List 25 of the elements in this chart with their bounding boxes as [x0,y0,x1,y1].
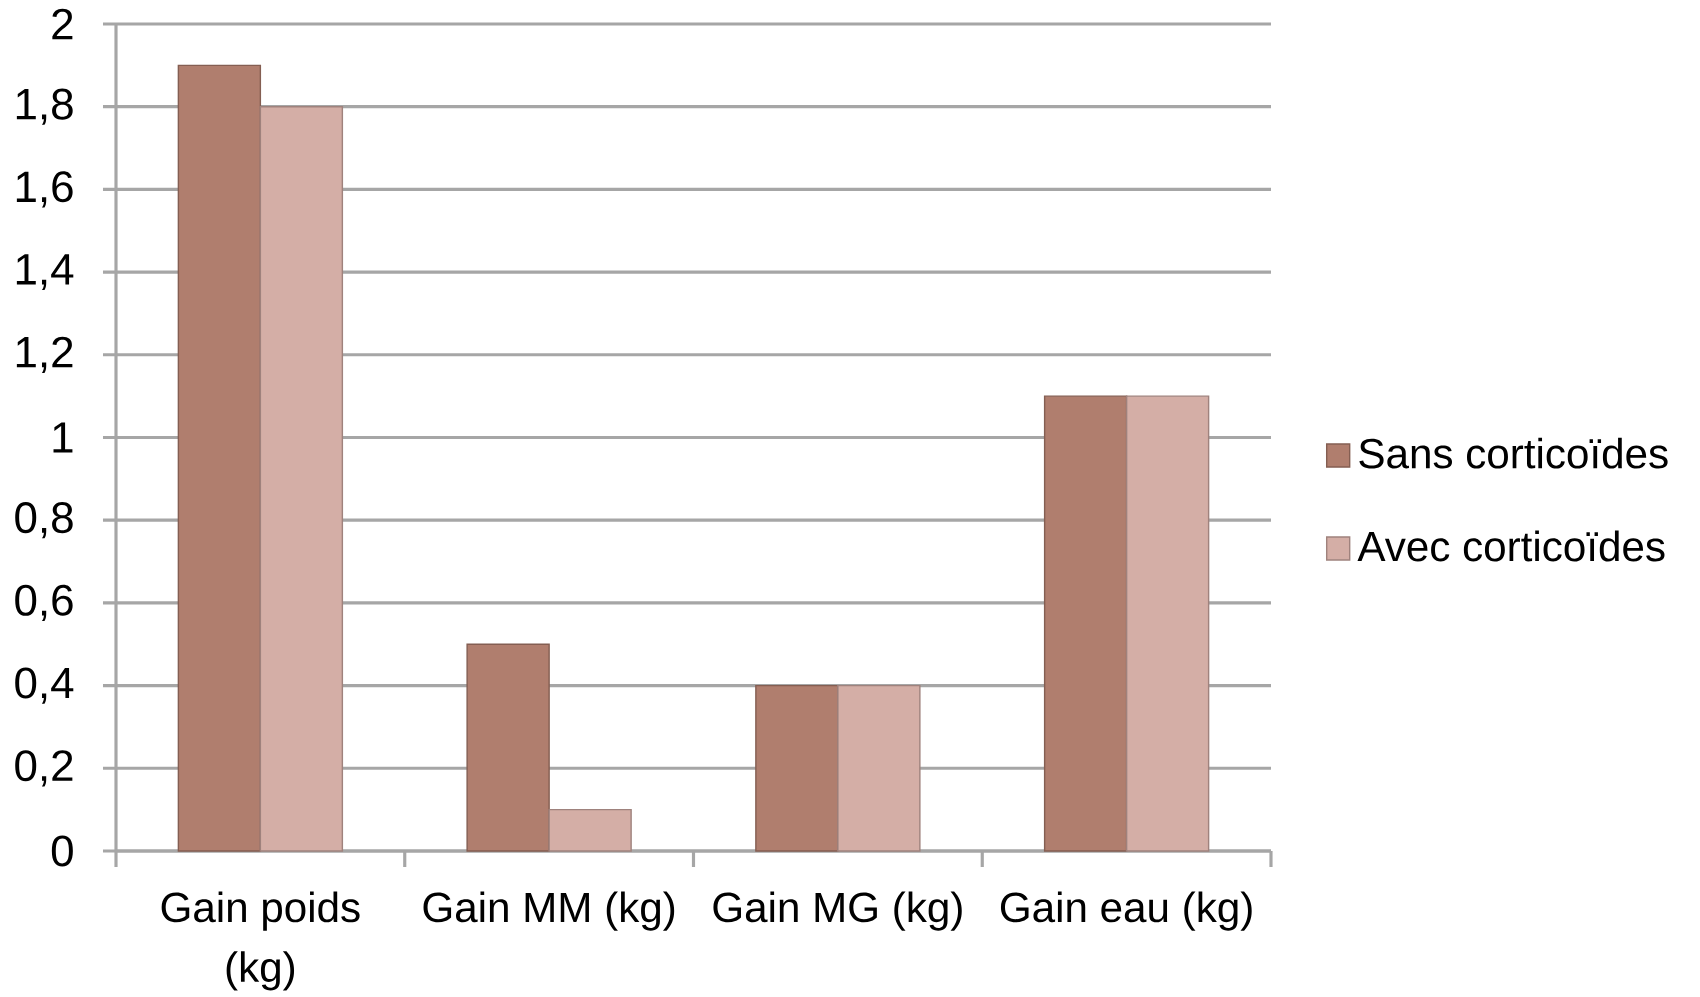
y-tick-label: 1,8 [16,88,73,125]
y-tick-label: 0,6 [15,584,73,622]
bar [259,105,344,852]
bar [1043,395,1128,852]
x-tick-label: Gain eau (kg) [1000,891,1252,931]
y-tick-label: 0,2 [15,750,73,787]
y-tick-label: 1,2 [16,336,73,373]
bar [1125,395,1210,852]
legend-label: Sans corticoïdes [1359,437,1668,469]
y-tick-label: 1 [53,422,73,453]
x-tick-label: Gain MG (kg) [713,891,962,931]
bar [177,64,262,852]
x-tick-label: Gain MM (kg) [423,891,675,931]
y-tick-label: 2 [52,8,73,40]
bar [837,684,921,852]
bar [548,808,632,852]
y-tick-label: 1,4 [16,254,74,291]
y-tick-label: 1,6 [16,171,73,208]
y-tick-label: 0,4 [15,667,74,704]
x-tick-label: Gain poids (kg) [161,891,360,991]
bar [755,684,839,852]
y-tick-label: 0,8 [15,502,73,539]
bar [466,643,550,852]
y-tick-label: 0 [51,835,73,867]
legend-label: Avec corticoïdes [1357,530,1665,562]
